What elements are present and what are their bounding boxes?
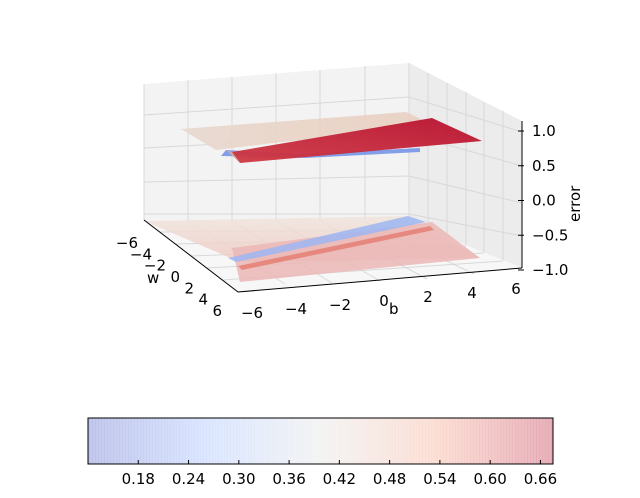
colorbar-ticks: 0.18 0.24 0.30 0.36 0.42 0.48 0.54 0.60 0.66: [122, 460, 557, 488]
y-tick-label: −4: [285, 300, 307, 318]
y-axis-label: b: [389, 300, 399, 318]
z-tick-label: −0.5: [532, 226, 568, 244]
y-tick-label: 2: [423, 288, 433, 306]
z-tick-label: 1.0: [532, 122, 556, 140]
colorbar: 0.18 0.24 0.30 0.36 0.42 0.48 0.54 0.60 0.66: [87, 417, 557, 488]
colorbar-tick-label: 0.42: [323, 470, 356, 488]
x-tick-label: −2: [144, 257, 166, 275]
y-tick-label: 0: [379, 292, 389, 310]
surfaces: [144, 112, 482, 282]
y-tick-label: 6: [511, 280, 521, 298]
colorbar-tick-label: 0.18: [122, 470, 155, 488]
y-tick-label: −6: [241, 304, 263, 322]
colorbar-tick-label: 0.48: [373, 470, 406, 488]
axes-lines: [143, 121, 523, 293]
z-tick-label: 0.5: [532, 157, 556, 175]
colorbar-tick-label: 0.54: [423, 470, 456, 488]
colorbar-gradient: [88, 418, 553, 464]
x-tick-label: 0: [170, 268, 180, 286]
upper-surface-back: [181, 112, 432, 150]
colorbar-frame: [87, 417, 554, 465]
colorbar-stripes: [87, 418, 551, 464]
lower-surface-pink: [232, 222, 480, 282]
z-tick-label: 0.0: [532, 192, 556, 210]
upper-surface-red: [232, 118, 482, 163]
x-tick-label: −6: [116, 234, 138, 252]
colorbar-tick-label: 0.30: [222, 470, 255, 488]
colorbar-tick-label: 0.36: [272, 470, 305, 488]
colorbar-tick-label: 0.66: [524, 470, 557, 488]
colorbar-tick-label: 0.60: [473, 470, 506, 488]
z-axis-label: error: [566, 185, 584, 222]
x-axis-label: w: [147, 269, 159, 287]
x-tick-label: 2: [184, 279, 194, 297]
x-tick-label: 4: [198, 291, 208, 309]
lower-surface-red-band: [238, 226, 434, 270]
colorbar-tick-label: 0.24: [172, 470, 205, 488]
z-tick-label: −1.0: [532, 261, 568, 279]
y-tick-label: −2: [329, 296, 351, 314]
x-tick-label: 6: [212, 302, 222, 320]
x-tick-label: −4: [130, 245, 152, 263]
upper-surface-red-edge: [226, 150, 240, 163]
lower-surface-blue-band: [228, 216, 426, 262]
y-tick-label: 4: [467, 284, 477, 302]
